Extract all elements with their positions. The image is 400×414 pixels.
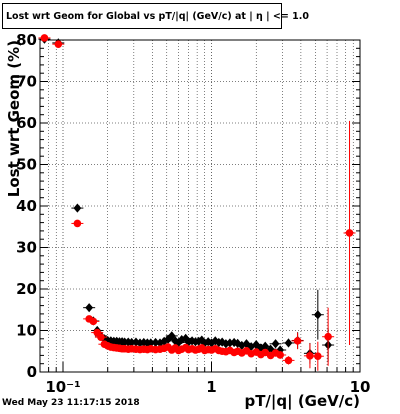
x-tick-label: 10⁻¹ (45, 378, 80, 396)
data-point-diamond (174, 337, 183, 348)
data-point-circle (306, 352, 314, 360)
y-tick-label: 60 (16, 114, 37, 132)
y-tick-label: 0 (27, 363, 37, 381)
data-point-circle (73, 219, 82, 228)
data-point-circle (54, 40, 63, 48)
series-red-circle (38, 34, 356, 371)
y-tick-label: 80 (16, 31, 37, 49)
data-point-circle (314, 352, 322, 361)
data-point-circle (293, 337, 302, 345)
data-point-diamond (204, 337, 213, 347)
grid-lines (39, 40, 360, 372)
chart-title-box: Lost wrt Geom for Global vs pT/|q| (GeV/… (2, 3, 309, 29)
data-point-diamond (261, 341, 270, 351)
data-point-diamond (85, 303, 94, 313)
data-point-diamond (313, 310, 322, 320)
data-point-diamond (164, 334, 172, 344)
data-point-diamond (242, 339, 251, 349)
x-axis-label: pT/|q| (GeV/c) (244, 392, 360, 411)
x-tick-label: 10 (350, 378, 371, 396)
x-tick-labels: 10⁻¹ 1 10 (45, 378, 370, 396)
data-point-diamond (230, 337, 239, 348)
data-point-circle (40, 34, 49, 42)
data-point-diamond (156, 338, 164, 348)
data-point-circle (97, 333, 105, 341)
y-tick-label: 30 (16, 239, 37, 257)
y-tick-label: 20 (16, 280, 37, 298)
data-point-circle (324, 332, 332, 341)
y-tick-label: 70 (16, 73, 37, 91)
data-point-circle (89, 317, 98, 326)
data-point-diamond (167, 331, 176, 341)
data-point-diamond (221, 339, 230, 349)
data-point-circle (284, 356, 293, 365)
y-axis-label: Lost wrt Geom (%) (5, 40, 23, 197)
data-point-diamond (207, 338, 216, 348)
chart-title: Lost wrt Geom for Global vs pT/|q| (GeV/… (6, 10, 309, 22)
series-black-diamond (38, 34, 335, 364)
y-tick-label: 40 (16, 197, 37, 215)
data-point-circle (345, 229, 354, 237)
data-point-diamond (233, 338, 242, 348)
data-point-diamond (266, 344, 275, 354)
y-tick-label: 10 (16, 322, 37, 340)
data-point-diamond (271, 339, 280, 349)
data-series (38, 34, 356, 371)
timestamp-footer: Wed May 23 11:17:15 2018 (2, 398, 140, 408)
data-point-diamond (160, 336, 169, 346)
y-tick-labels: 0 10 20 30 40 50 60 70 80 (16, 31, 37, 381)
y-tick-label: 50 (16, 156, 37, 174)
data-point-diamond (284, 338, 293, 348)
data-point-diamond (73, 203, 82, 213)
axis-ticks (39, 39, 361, 373)
data-point-diamond (194, 336, 203, 346)
x-tick-label: 1 (206, 378, 216, 396)
data-point-circle (276, 351, 284, 359)
data-point-diamond (252, 340, 261, 350)
